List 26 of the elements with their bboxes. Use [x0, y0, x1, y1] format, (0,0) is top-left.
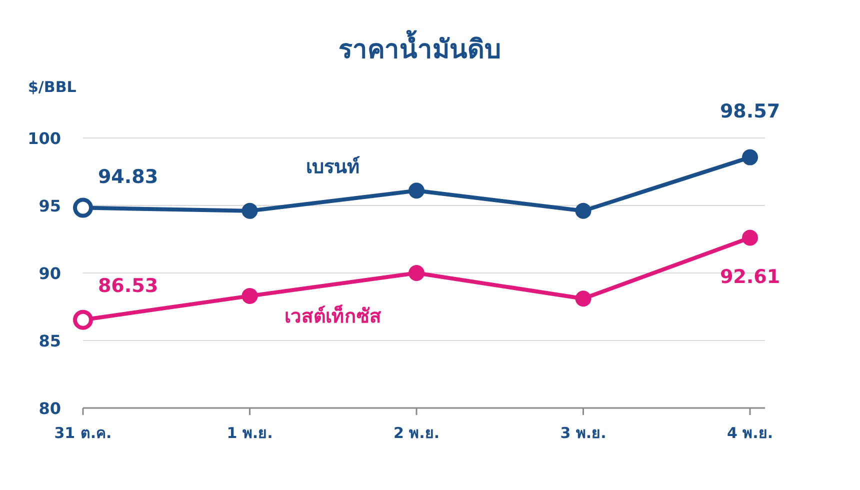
- x-tick-label: 1 พ.ย.: [226, 424, 273, 442]
- point: [742, 230, 758, 246]
- point: [408, 182, 424, 199]
- point: [575, 202, 592, 219]
- point: [575, 290, 592, 307]
- point: [408, 265, 424, 281]
- y-tick-label: 95: [38, 196, 61, 216]
- point: [242, 202, 258, 219]
- point: [242, 288, 258, 304]
- y-tick-label: 80: [38, 399, 61, 418]
- data-label: 98.57: [720, 100, 780, 122]
- data-label: 92.61: [720, 266, 780, 288]
- x-tick-label: 3 พ.ย.: [560, 424, 606, 442]
- data-label: 94.83: [98, 166, 158, 188]
- x-tick-label: 31 ต.ค.: [54, 424, 112, 442]
- point: [742, 149, 758, 166]
- data-label: 86.53: [98, 274, 158, 297]
- series-label: เวสต์เท็กซัส: [284, 303, 382, 328]
- y-axis-title: $/BBL: [28, 78, 77, 96]
- chart-title: ราคาน้ำมันดิบ: [338, 29, 502, 65]
- y-tick-label: 85: [38, 332, 61, 350]
- x-tick-label: 2 พ.ย.: [393, 424, 440, 442]
- series-label: เบรนท์: [306, 156, 360, 178]
- y-tick-label: 100: [28, 129, 61, 148]
- y-tick-label: 90: [38, 264, 61, 283]
- x-tick-label: 4 พ.ย.: [726, 424, 774, 442]
